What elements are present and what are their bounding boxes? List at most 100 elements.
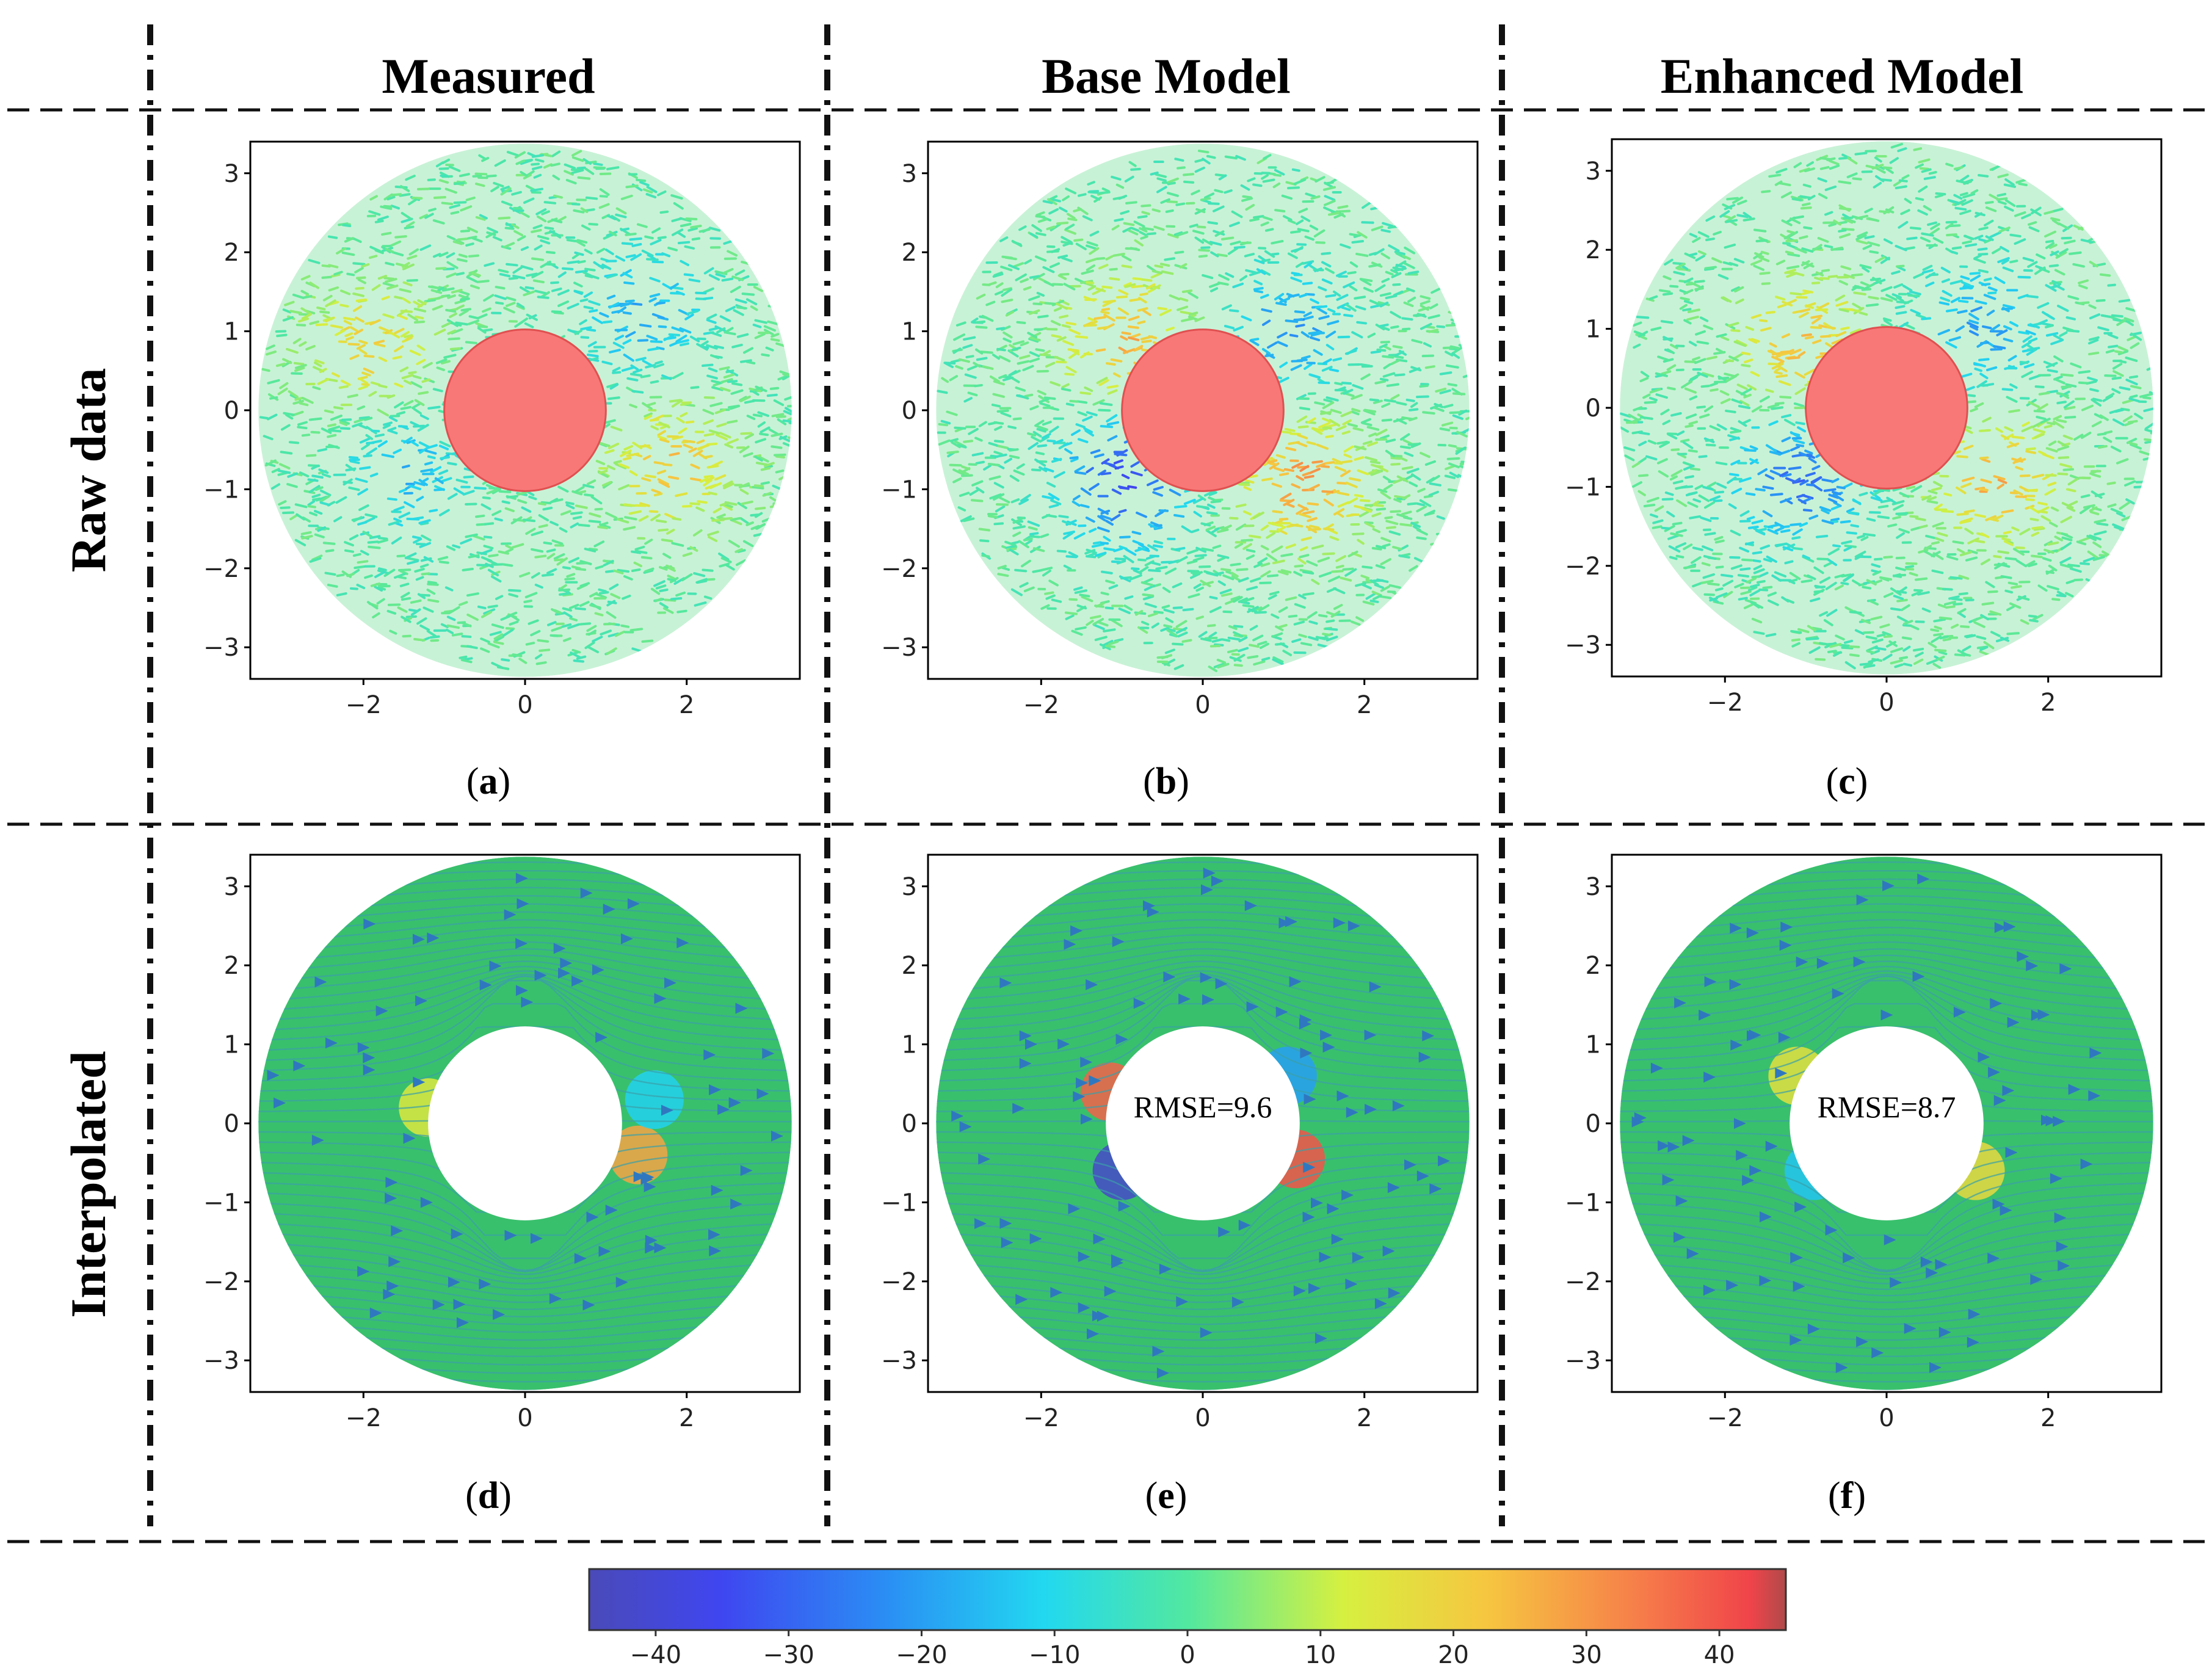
vector-mark bbox=[1150, 272, 1162, 279]
vector-mark bbox=[355, 477, 368, 483]
vector-mark bbox=[432, 305, 443, 311]
vector-mark bbox=[339, 419, 350, 425]
vector-mark bbox=[1029, 357, 1040, 363]
vector-mark bbox=[2144, 439, 2153, 444]
vector-mark bbox=[1869, 250, 1879, 254]
vector-mark bbox=[1342, 419, 1352, 426]
vector-mark bbox=[2099, 273, 2111, 277]
vector-mark bbox=[421, 477, 429, 484]
vector-mark bbox=[777, 418, 787, 426]
vector-mark bbox=[1206, 571, 1219, 577]
vector-mark bbox=[1144, 584, 1156, 592]
vector-mark bbox=[1059, 273, 1070, 276]
vector-mark bbox=[620, 194, 633, 200]
vector-mark bbox=[1658, 470, 1669, 478]
vector-mark bbox=[949, 375, 959, 382]
vector-mark bbox=[549, 521, 559, 526]
vector-mark bbox=[370, 582, 381, 587]
vector-mark bbox=[1253, 660, 1266, 666]
vector-mark bbox=[1001, 299, 1014, 303]
vector-mark bbox=[413, 307, 427, 313]
vector-mark bbox=[1919, 524, 1928, 529]
vector-mark bbox=[1724, 204, 1736, 211]
vector-mark bbox=[1777, 352, 1790, 357]
vector-mark bbox=[559, 584, 567, 590]
vector-mark bbox=[2034, 385, 2045, 389]
vector-mark bbox=[1007, 349, 1019, 358]
vector-mark bbox=[1910, 526, 1921, 531]
vector-mark bbox=[1870, 496, 1883, 502]
vector-mark bbox=[709, 402, 723, 407]
vector-mark bbox=[358, 339, 368, 345]
vector-mark bbox=[1221, 524, 1232, 531]
vector-mark bbox=[1890, 142, 1903, 149]
vector-mark bbox=[1277, 332, 1288, 339]
vector-mark bbox=[680, 402, 691, 406]
vector-mark bbox=[534, 289, 547, 295]
vector-mark bbox=[1210, 499, 1222, 504]
vector-mark bbox=[700, 477, 709, 483]
vector-mark bbox=[1293, 178, 1307, 186]
vector-mark bbox=[648, 408, 657, 412]
vector-mark bbox=[1402, 439, 1413, 446]
vector-mark bbox=[978, 527, 991, 532]
vector-mark bbox=[1863, 661, 1874, 669]
vector-mark bbox=[1648, 396, 1658, 402]
vector-mark bbox=[1127, 485, 1137, 489]
vector-mark bbox=[1077, 411, 1087, 416]
vector-mark bbox=[708, 367, 718, 372]
vector-mark bbox=[1110, 513, 1121, 521]
vector-mark bbox=[970, 499, 984, 502]
vector-mark bbox=[446, 615, 456, 622]
vector-mark bbox=[2096, 522, 2109, 526]
vector-mark bbox=[415, 576, 424, 581]
vector-mark bbox=[570, 651, 582, 659]
vector-mark bbox=[446, 272, 457, 278]
vector-mark bbox=[1134, 239, 1144, 247]
vector-mark bbox=[1774, 180, 1783, 186]
vector-mark bbox=[2047, 585, 2059, 591]
vector-mark bbox=[1075, 626, 1087, 631]
vector-mark bbox=[1379, 377, 1389, 382]
vector-mark bbox=[1785, 250, 1794, 255]
vector-mark bbox=[401, 464, 410, 469]
vector-mark bbox=[1836, 485, 1846, 490]
vector-mark bbox=[1956, 512, 1969, 516]
vector-mark bbox=[292, 399, 304, 405]
vector-mark bbox=[571, 252, 581, 259]
vector-mark bbox=[1004, 540, 1017, 547]
vector-mark bbox=[1945, 220, 1957, 224]
vector-mark bbox=[2051, 208, 2064, 213]
vector-mark bbox=[1323, 398, 1333, 403]
vector-mark bbox=[1103, 547, 1115, 551]
vector-mark bbox=[2030, 208, 2042, 217]
vector-mark bbox=[380, 205, 393, 210]
vector-mark bbox=[670, 292, 683, 295]
vector-mark bbox=[1118, 509, 1127, 513]
vector-mark bbox=[1978, 252, 1989, 256]
vector-mark bbox=[1059, 206, 1068, 213]
vector-mark bbox=[477, 313, 488, 319]
vector-mark bbox=[1811, 244, 1822, 252]
vector-mark bbox=[480, 611, 492, 618]
vector-mark bbox=[1823, 619, 1833, 626]
vector-mark bbox=[1311, 460, 1323, 464]
vector-mark bbox=[1731, 398, 1742, 404]
vector-mark bbox=[1307, 517, 1318, 523]
vector-mark bbox=[1287, 252, 1298, 259]
vector-mark bbox=[1020, 559, 1031, 568]
vector-mark bbox=[321, 473, 332, 478]
vector-mark bbox=[2017, 275, 2031, 279]
vector-mark bbox=[1325, 330, 1336, 339]
vector-mark bbox=[575, 504, 588, 509]
vector-mark bbox=[999, 236, 1009, 242]
vector-mark bbox=[1762, 585, 1773, 590]
vector-mark bbox=[584, 167, 595, 175]
vector-mark bbox=[1202, 274, 1214, 280]
vector-mark bbox=[301, 313, 313, 320]
vector-mark bbox=[1794, 371, 1805, 379]
y-tick-label: −1 bbox=[203, 476, 239, 504]
vector-mark bbox=[1236, 568, 1249, 571]
vector-mark bbox=[1295, 261, 1304, 268]
vector-mark bbox=[667, 575, 675, 580]
